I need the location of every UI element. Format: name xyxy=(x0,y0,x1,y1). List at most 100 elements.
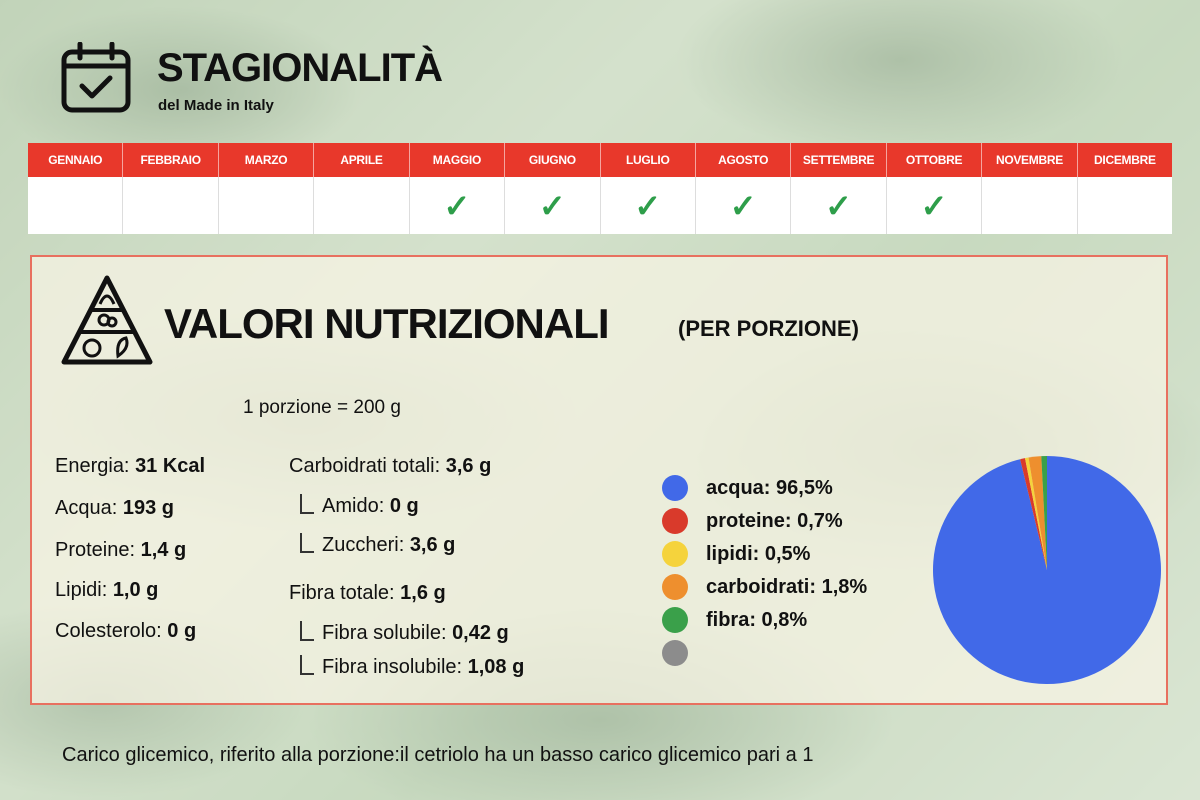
legend-item: acqua: 96,5% xyxy=(662,475,833,501)
page-title: STAGIONALITÀ xyxy=(157,46,443,90)
nutrient-value: 1,0 g xyxy=(112,579,159,601)
nutrient-value: 1,6 g xyxy=(400,582,446,604)
season-cell-marzo xyxy=(219,177,315,234)
pie-slice xyxy=(1028,456,1047,570)
legend-swatch xyxy=(662,607,688,633)
nutrient-row: Proteine: 1,4 g xyxy=(55,539,186,562)
season-cell-giugno: ✓ xyxy=(505,177,601,234)
nutrient-label: Energia: xyxy=(55,455,136,477)
nutrient-row: Acqua: 193 g xyxy=(55,497,174,520)
nutrient-row: Amido: 0 g xyxy=(300,494,419,518)
month-header-aprile: APRILE xyxy=(314,143,410,177)
nutrient-label: Fibra solubile: xyxy=(322,622,453,644)
month-header-maggio: MAGGIO xyxy=(410,143,506,177)
nutrient-value: 1,08 g xyxy=(467,656,525,678)
legend-item: fibra: 0,8% xyxy=(662,607,807,633)
calendar-check-icon xyxy=(61,42,131,113)
season-cell-ottobre: ✓ xyxy=(887,177,983,234)
season-cell-novembre xyxy=(982,177,1078,234)
nutrient-value: 3,6 g xyxy=(445,455,492,477)
checkmark-icon: ✓ xyxy=(443,187,471,224)
nutrition-pie-chart xyxy=(933,456,1161,684)
nutrient-value: 0 g xyxy=(389,495,419,517)
sub-item-marker xyxy=(300,655,314,675)
checkmark-icon: ✓ xyxy=(825,187,852,224)
nutrient-row: Zuccheri: 3,6 g xyxy=(300,533,455,557)
nutrient-value: 0,42 g xyxy=(452,622,509,644)
legend-swatch xyxy=(662,541,688,567)
season-cell-gennaio xyxy=(28,177,124,234)
nutrient-row: Colesterolo: 0 g xyxy=(55,620,196,643)
legend-swatch xyxy=(662,640,688,666)
month-header-gennaio: GENNAIO xyxy=(28,143,124,177)
month-header-marzo: MARZO xyxy=(219,143,315,177)
month-header-novembre: NOVEMBRE xyxy=(982,143,1078,177)
nutrient-row: Fibra insolubile: 1,08 g xyxy=(300,655,524,679)
month-header-giugno: GIUGNO xyxy=(505,143,601,177)
season-cell-febbraio xyxy=(123,177,219,234)
nutrient-row: Energia: 31 Kcal xyxy=(55,455,205,478)
legend-label: fibra: 0,8% xyxy=(706,608,808,631)
page-subtitle: del Made in Italy xyxy=(158,97,274,114)
season-cell-agosto: ✓ xyxy=(696,177,792,234)
legend-label: carboidrati: 1,8% xyxy=(706,575,868,598)
checkmark-icon: ✓ xyxy=(538,187,566,224)
nutrition-title: VALORI NUTRIZIONALI xyxy=(164,300,610,347)
nutrition-subtitle: (PER PORZIONE) xyxy=(678,316,859,341)
nutrient-label: Lipidi: xyxy=(55,579,113,601)
legend-label: proteine: 0,7% xyxy=(706,509,843,532)
nutrient-row: Lipidi: 1,0 g xyxy=(55,579,158,602)
nutrient-label: Colesterolo: xyxy=(55,620,168,642)
sub-item-marker xyxy=(300,494,314,514)
legend-item: carboidrati: 1,8% xyxy=(662,574,867,600)
legend-swatch xyxy=(662,508,688,534)
nutrient-value: 1,4 g xyxy=(140,539,187,561)
month-header-agosto: AGOSTO xyxy=(696,143,792,177)
pie-slice xyxy=(1041,456,1047,570)
sub-item-marker xyxy=(300,533,314,553)
nutrient-label: Carboidrati totali: xyxy=(289,455,446,477)
pie-slice xyxy=(1025,457,1047,570)
nutrient-value: 193 g xyxy=(122,497,174,519)
checkmark-icon: ✓ xyxy=(729,187,757,224)
nutrient-label: Zuccheri: xyxy=(322,534,410,556)
months-header-row: GENNAIO FEBBRAIO MARZO APRILE MAGGIO GIUGNO LU… xyxy=(28,143,1172,177)
season-cell-luglio: ✓ xyxy=(601,177,696,234)
legend-item xyxy=(662,640,706,666)
season-checks-row: ✓ ✓ ✓ ✓ ✓ ✓ xyxy=(28,177,1172,234)
nutrient-label: Fibra insolubile: xyxy=(322,656,468,678)
seasonality-table: GENNAIO FEBBRAIO MARZO APRILE MAGGIO GIUGNO LU… xyxy=(28,143,1172,234)
glycemic-load-note: Carico glicemico, riferito alla porzione… xyxy=(62,744,814,766)
nutrient-value: 31 Kcal xyxy=(135,455,206,477)
season-cell-maggio: ✓ xyxy=(410,177,506,234)
month-header-luglio: LUGLIO xyxy=(601,143,696,177)
checkmark-icon: ✓ xyxy=(634,187,662,224)
month-header-settembre: SETTEMBRE xyxy=(791,143,887,177)
nutrient-value: 3,6 g xyxy=(409,534,456,556)
season-cell-dicembre xyxy=(1078,177,1172,234)
legend-item: proteine: 0,7% xyxy=(662,508,843,534)
nutrient-row: Carboidrati totali: 3,6 g xyxy=(289,455,491,478)
legend-item: lipidi: 0,5% xyxy=(662,541,810,567)
nutrient-row: Fibra totale: 1,6 g xyxy=(289,582,446,605)
legend-label: lipidi: 0,5% xyxy=(706,542,811,565)
checkmark-icon: ✓ xyxy=(920,187,948,224)
month-header-ottobre: OTTOBRE xyxy=(887,143,983,177)
month-header-febbraio: FEBBRAIO xyxy=(123,143,219,177)
legend-swatch xyxy=(662,574,688,600)
pie-slice xyxy=(1020,458,1047,570)
nutrient-label: Acqua: xyxy=(55,497,123,519)
nutrient-label: Proteine: xyxy=(55,539,141,561)
season-cell-settembre: ✓ xyxy=(791,177,887,234)
nutrient-row: Fibra solubile: 0,42 g xyxy=(300,621,509,645)
legend-label: acqua: 96,5% xyxy=(706,476,833,499)
food-pyramid-icon xyxy=(61,275,153,365)
sub-item-marker xyxy=(300,621,314,641)
nutrient-value: 0 g xyxy=(167,620,197,642)
legend-swatch xyxy=(662,475,688,501)
season-cell-aprile xyxy=(314,177,410,234)
nutrient-label: Fibra totale: xyxy=(289,582,401,604)
month-header-dicembre: DICEMBRE xyxy=(1094,153,1156,167)
portion-size: 1 porzione = 200 g xyxy=(243,397,401,418)
nutrient-label: Amido: xyxy=(322,495,390,517)
